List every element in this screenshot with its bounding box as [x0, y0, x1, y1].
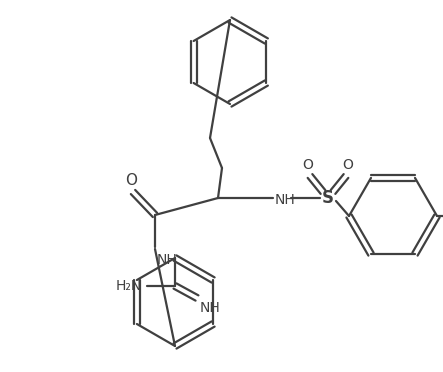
Text: H₂N: H₂N — [116, 279, 142, 293]
Text: O: O — [303, 158, 314, 172]
Text: NH: NH — [275, 193, 296, 207]
Text: NH: NH — [157, 253, 178, 267]
Text: S: S — [322, 189, 334, 207]
Text: O: O — [125, 173, 137, 188]
Text: NH: NH — [200, 301, 221, 315]
Text: O: O — [342, 158, 354, 172]
